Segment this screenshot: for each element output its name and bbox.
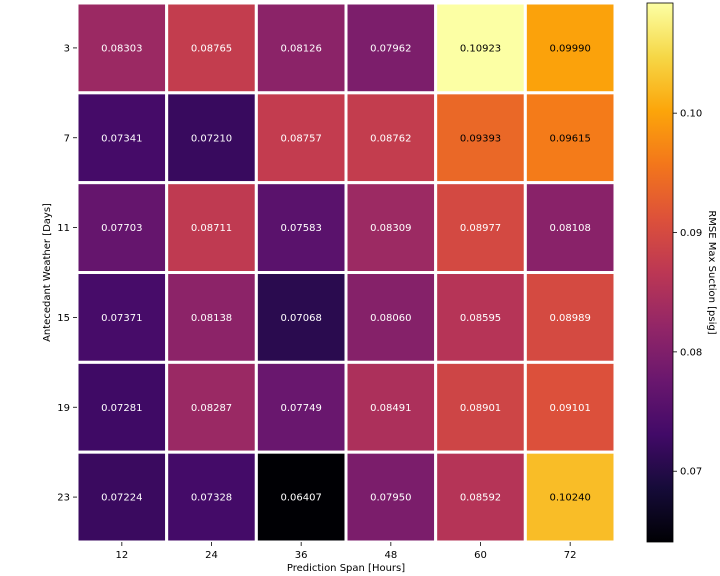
cell-value-label: 0.07328 [191, 493, 232, 504]
cell-value-label: 0.08762 [370, 133, 411, 144]
cell-value-label: 0.07341 [101, 133, 142, 144]
cell-value-label: 0.06407 [280, 493, 321, 504]
cell-value-label: 0.07371 [101, 313, 142, 324]
x-tick-label: 60 [474, 550, 487, 561]
cell-value-label: 0.07583 [280, 223, 321, 234]
cell-value-label: 0.07962 [370, 43, 411, 54]
plot-frame [71, 0, 621, 548]
cell-value-label: 0.08989 [549, 313, 590, 324]
x-tick-label: 12 [115, 550, 128, 561]
heatmap-cell [165, 181, 258, 275]
x-tick-label: 48 [384, 550, 397, 561]
cell-value-label: 0.08126 [280, 43, 321, 54]
x-axis-ticks: 12 24 36 48 60 72 [115, 542, 577, 561]
cell-value-label: 0.07703 [101, 223, 142, 234]
cell-value-label: 0.09615 [549, 133, 590, 144]
cell-value-label: 0.08287 [191, 403, 232, 414]
cell-value-label: 0.10923 [460, 43, 501, 54]
heatmap-cell [434, 271, 527, 364]
cell-value-label: 0.08977 [460, 223, 501, 234]
x-tick-label: 72 [564, 550, 577, 561]
cell-value-label: 0.10240 [549, 493, 590, 504]
cell-value-label: 0.08595 [460, 313, 501, 324]
heatmap-cell [434, 360, 527, 454]
colorbar-tick-label: 0.07 [680, 467, 702, 478]
heatmap-cell [254, 271, 348, 364]
cell-value-label: 0.07224 [101, 493, 142, 504]
cell-value-label: 0.07210 [191, 133, 232, 144]
x-tick-label: 36 [295, 550, 308, 561]
cell-value-label: 0.08491 [370, 403, 411, 414]
colorbar-tick-label: 0.09 [680, 228, 702, 239]
cell-value-label: 0.08711 [191, 223, 232, 234]
cell-value-label: 0.07749 [280, 403, 321, 414]
heatmap-cell [254, 360, 348, 454]
heatmap-cell [165, 91, 258, 185]
y-tick-label: 19 [57, 403, 70, 414]
heatmap-cell [344, 271, 438, 364]
y-tick-label: 7 [64, 133, 70, 144]
cell-value-label: 0.07950 [370, 493, 411, 504]
y-tick-label: 11 [57, 223, 70, 234]
colorbar: 0.07 0.08 0.09 0.10 RMSE Max Suction [psig] [646, 2, 717, 543]
cell-value-label: 0.09990 [549, 43, 590, 54]
y-tick-label: 3 [64, 43, 70, 54]
heatmap-cell [523, 450, 617, 544]
y-axis-label: Antecedant Weather [Days] [42, 203, 53, 342]
heatmap-cell [344, 91, 438, 185]
cell-value-label: 0.08309 [370, 223, 411, 234]
cell-value-label: 0.08765 [191, 43, 232, 54]
y-axis-ticks: 3 7 11 15 19 23 [57, 43, 77, 504]
heatmap-cell [434, 181, 527, 275]
heatmap-cell [75, 450, 169, 544]
heatmap-cells: 0.08303 0.08765 0.08126 0.07962 0.10923 0.099… [71, 0, 621, 548]
y-tick-label: 23 [57, 493, 70, 504]
cell-value-label: 0.08108 [549, 223, 590, 234]
x-axis-label: Prediction Span [Hours] [287, 563, 405, 574]
colorbar-gradient [646, 2, 674, 543]
cell-value-label: 0.09393 [460, 133, 501, 144]
cell-value-label: 0.08901 [460, 403, 501, 414]
x-tick-label: 24 [205, 550, 218, 561]
heatmap-cell [523, 1, 617, 95]
cell-value-label: 0.08757 [280, 133, 321, 144]
heatmap-cell [523, 91, 617, 185]
cell-value-label: 0.09101 [549, 403, 590, 414]
colorbar-label: RMSE Max Suction [psig] [706, 210, 717, 334]
heatmap-cell [165, 271, 258, 364]
cell-value-label: 0.08303 [101, 43, 142, 54]
cell-value-label: 0.08060 [370, 313, 411, 324]
cell-value-label: 0.08138 [191, 313, 232, 324]
colorbar-ticks: 0.07 0.08 0.09 0.10 [673, 109, 702, 478]
y-tick-label: 15 [57, 313, 70, 324]
cell-value-label: 0.07068 [280, 313, 321, 324]
cell-value-label: 0.07281 [101, 403, 142, 414]
heatmap-cell [75, 271, 169, 364]
colorbar-tick-label: 0.10 [680, 109, 702, 120]
colorbar-tick-label: 0.08 [680, 347, 702, 358]
cell-value-label: 0.08592 [460, 493, 501, 504]
heatmap-cell [344, 181, 438, 275]
